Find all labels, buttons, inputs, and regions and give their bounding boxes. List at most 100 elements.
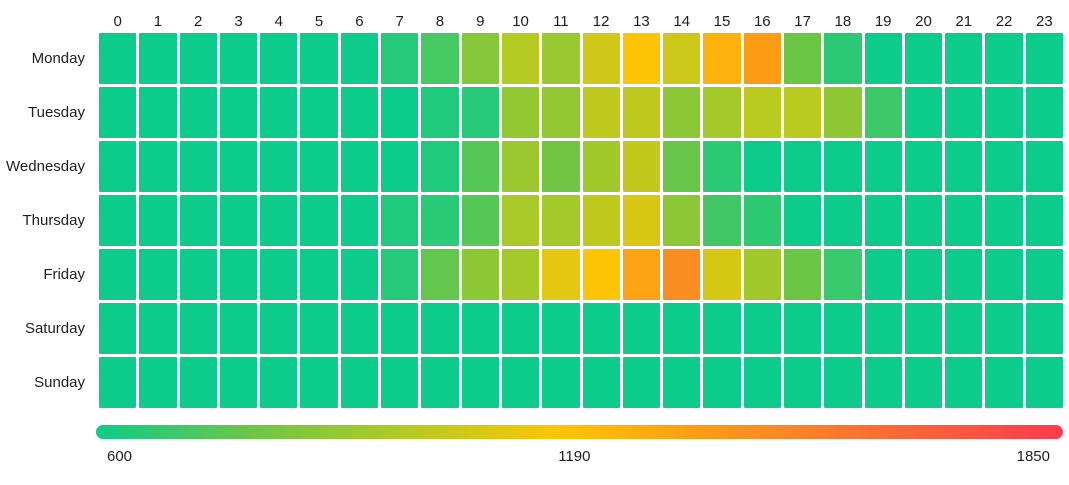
heatmap-cell[interactable] [219, 87, 258, 138]
heatmap-cell[interactable] [381, 87, 419, 138]
heatmap-cell[interactable] [945, 249, 983, 300]
heatmap-cell[interactable] [99, 357, 137, 408]
heatmap-cell[interactable] [1025, 33, 1063, 84]
heatmap-cell[interactable] [501, 141, 540, 192]
heatmap-cell[interactable] [622, 33, 661, 84]
heatmap-cell[interactable] [582, 195, 620, 246]
heatmap-cell[interactable] [381, 33, 419, 84]
heatmap-cell[interactable] [421, 249, 459, 300]
heatmap-cell[interactable] [743, 141, 781, 192]
heatmap-cell[interactable] [783, 303, 822, 354]
heatmap-cell[interactable] [783, 195, 822, 246]
heatmap-cell[interactable] [381, 141, 419, 192]
heatmap-cell[interactable] [139, 303, 177, 354]
heatmap-cell[interactable] [703, 195, 741, 246]
heatmap-cell[interactable] [139, 357, 177, 408]
heatmap-cell[interactable] [824, 141, 862, 192]
heatmap-cell[interactable] [1025, 87, 1063, 138]
heatmap-cell[interactable] [461, 195, 499, 246]
heatmap-cell[interactable] [703, 249, 741, 300]
heatmap-cell[interactable] [1025, 357, 1063, 408]
heatmap-cell[interactable] [622, 303, 661, 354]
heatmap-cell[interactable] [421, 303, 459, 354]
heatmap-cell[interactable] [461, 357, 499, 408]
heatmap-cell[interactable] [663, 87, 701, 138]
heatmap-cell[interactable] [622, 87, 661, 138]
heatmap-cell[interactable] [622, 141, 661, 192]
heatmap-cell[interactable] [864, 87, 902, 138]
heatmap-cell[interactable] [179, 141, 217, 192]
heatmap-cell[interactable] [985, 195, 1023, 246]
heatmap-cell[interactable] [421, 33, 459, 84]
heatmap-cell[interactable] [542, 87, 580, 138]
heatmap-cell[interactable] [663, 357, 701, 408]
heatmap-cell[interactable] [300, 141, 338, 192]
heatmap-cell[interactable] [663, 195, 701, 246]
heatmap-cell[interactable] [219, 357, 258, 408]
heatmap-cell[interactable] [139, 87, 177, 138]
heatmap-cell[interactable] [824, 249, 862, 300]
heatmap-cell[interactable] [864, 357, 902, 408]
heatmap-cell[interactable] [219, 195, 258, 246]
heatmap-cell[interactable] [743, 249, 781, 300]
heatmap-cell[interactable] [260, 195, 298, 246]
heatmap-cell[interactable] [582, 303, 620, 354]
heatmap-cell[interactable] [743, 33, 781, 84]
heatmap-cell[interactable] [703, 303, 741, 354]
heatmap-cell[interactable] [864, 195, 902, 246]
heatmap-cell[interactable] [381, 303, 419, 354]
heatmap-cell[interactable] [179, 303, 217, 354]
heatmap-cell[interactable] [139, 141, 177, 192]
heatmap-cell[interactable] [582, 33, 620, 84]
heatmap-cell[interactable] [904, 33, 943, 84]
heatmap-cell[interactable] [501, 87, 540, 138]
heatmap-cell[interactable] [300, 357, 338, 408]
heatmap-cell[interactable] [582, 249, 620, 300]
heatmap-cell[interactable] [703, 357, 741, 408]
heatmap-cell[interactable] [260, 33, 298, 84]
heatmap-cell[interactable] [703, 33, 741, 84]
heatmap-cell[interactable] [99, 87, 137, 138]
heatmap-cell[interactable] [824, 357, 862, 408]
heatmap-cell[interactable] [945, 195, 983, 246]
heatmap-cell[interactable] [783, 141, 822, 192]
heatmap-cell[interactable] [139, 249, 177, 300]
heatmap-cell[interactable] [461, 141, 499, 192]
heatmap-cell[interactable] [461, 33, 499, 84]
heatmap-cell[interactable] [663, 303, 701, 354]
heatmap-cell[interactable] [904, 303, 943, 354]
heatmap-cell[interactable] [985, 141, 1023, 192]
heatmap-cell[interactable] [99, 249, 137, 300]
heatmap-cell[interactable] [1025, 249, 1063, 300]
heatmap-cell[interactable] [783, 87, 822, 138]
heatmap-cell[interactable] [824, 195, 862, 246]
heatmap-cell[interactable] [421, 195, 459, 246]
heatmap-cell[interactable] [501, 303, 540, 354]
heatmap-cell[interactable] [219, 141, 258, 192]
heatmap-cell[interactable] [1025, 141, 1063, 192]
heatmap-cell[interactable] [864, 303, 902, 354]
heatmap-cell[interactable] [139, 195, 177, 246]
heatmap-cell[interactable] [179, 357, 217, 408]
heatmap-cell[interactable] [260, 357, 298, 408]
heatmap-cell[interactable] [461, 303, 499, 354]
heatmap-cell[interactable] [945, 141, 983, 192]
heatmap-cell[interactable] [260, 303, 298, 354]
heatmap-cell[interactable] [985, 33, 1023, 84]
heatmap-cell[interactable] [904, 87, 943, 138]
heatmap-cell[interactable] [582, 87, 620, 138]
heatmap-cell[interactable] [179, 249, 217, 300]
heatmap-cell[interactable] [542, 303, 580, 354]
heatmap-cell[interactable] [300, 195, 338, 246]
heatmap-cell[interactable] [904, 195, 943, 246]
heatmap-cell[interactable] [99, 195, 137, 246]
heatmap-cell[interactable] [542, 33, 580, 84]
heatmap-cell[interactable] [340, 87, 379, 138]
heatmap-cell[interactable] [542, 249, 580, 300]
heatmap-cell[interactable] [219, 249, 258, 300]
heatmap-cell[interactable] [260, 249, 298, 300]
heatmap-cell[interactable] [945, 357, 983, 408]
heatmap-cell[interactable] [985, 87, 1023, 138]
heatmap-cell[interactable] [340, 33, 379, 84]
heatmap-cell[interactable] [622, 357, 661, 408]
